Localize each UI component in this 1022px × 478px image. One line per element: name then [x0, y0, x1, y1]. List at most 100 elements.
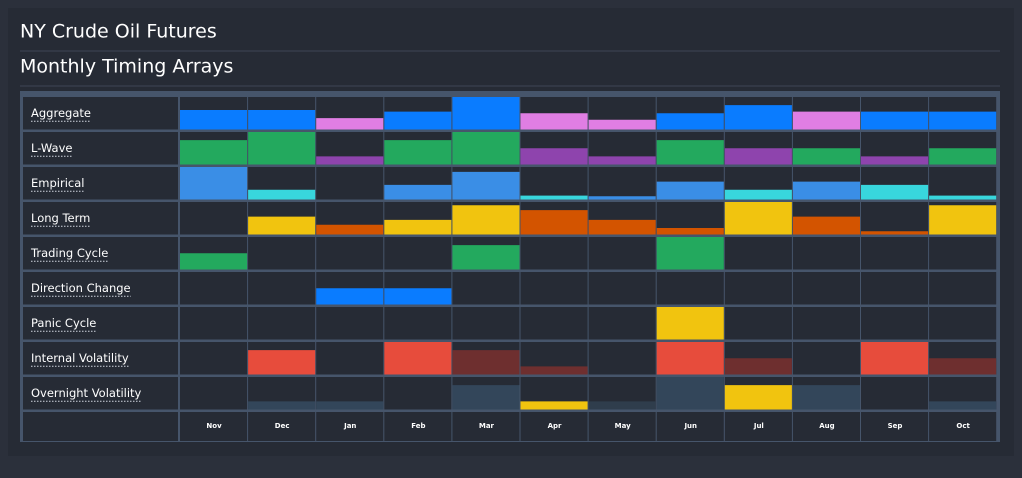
- x-tick-label: Jan: [343, 422, 356, 430]
- cell: [520, 237, 588, 270]
- bar: [861, 156, 929, 165]
- x-tick-label: Nov: [206, 422, 222, 430]
- cell: [248, 237, 316, 270]
- bar: [180, 167, 248, 200]
- cell: [180, 307, 248, 340]
- bar: [588, 196, 656, 200]
- cell: [316, 307, 384, 340]
- row-label: Internal Volatility: [31, 351, 129, 365]
- bar: [180, 110, 248, 130]
- row-label: Direction Change: [31, 281, 131, 295]
- bar: [248, 110, 316, 130]
- bar: [724, 148, 792, 165]
- cell: [929, 272, 997, 305]
- row-label: Overnight Volatility: [31, 386, 142, 400]
- bar: [929, 401, 997, 410]
- cell: [180, 377, 248, 410]
- month-cell: [180, 412, 248, 441]
- bar: [316, 401, 384, 410]
- bar: [384, 140, 452, 165]
- cell: [452, 272, 520, 305]
- row-label-cell: [23, 377, 178, 410]
- bar: [452, 205, 520, 235]
- bar: [792, 216, 860, 235]
- bar: [588, 156, 656, 165]
- bar: [180, 253, 248, 270]
- cell: [180, 342, 248, 375]
- bar: [588, 119, 656, 130]
- bar: [929, 111, 997, 130]
- bar: [588, 401, 656, 410]
- cell: [316, 342, 384, 375]
- x-tick-label: Oct: [956, 422, 970, 430]
- cell: [520, 272, 588, 305]
- cell: [929, 167, 997, 200]
- cell: [588, 342, 656, 375]
- bar: [316, 224, 384, 235]
- bar: [861, 184, 929, 200]
- bar: [929, 358, 997, 375]
- cell: [929, 307, 997, 340]
- month-cell: [588, 412, 656, 441]
- row-label: L-Wave: [31, 141, 72, 155]
- bar: [792, 148, 860, 165]
- x-tick-label: Jul: [753, 422, 764, 430]
- bar: [384, 184, 452, 200]
- bar: [656, 342, 724, 375]
- row-label: Long Term: [31, 211, 90, 225]
- bar: [180, 140, 248, 165]
- bar: [520, 148, 588, 165]
- cell: [384, 237, 452, 270]
- bar: [656, 181, 724, 200]
- row-label: Trading Cycle: [30, 246, 108, 260]
- row-label: Empirical: [31, 176, 84, 190]
- cell: [861, 377, 929, 410]
- cell: [180, 272, 248, 305]
- cell: [588, 237, 656, 270]
- cell: [724, 272, 792, 305]
- bar: [520, 113, 588, 130]
- bar: [452, 350, 520, 375]
- bar: [656, 113, 724, 130]
- month-cell: [384, 412, 452, 441]
- cell: [316, 237, 384, 270]
- bar: [656, 228, 724, 235]
- bar: [792, 181, 860, 200]
- x-tick-label: Apr: [548, 422, 562, 430]
- cell: [792, 272, 860, 305]
- bar: [520, 401, 588, 410]
- month-cell: [520, 412, 588, 441]
- bar: [384, 219, 452, 235]
- bar: [248, 401, 316, 410]
- bar: [384, 342, 452, 375]
- x-tick-label: Aug: [819, 422, 834, 430]
- cell: [180, 202, 248, 235]
- bar: [384, 111, 452, 130]
- cell: [588, 167, 656, 200]
- month-cell: [861, 412, 929, 441]
- cell: [248, 307, 316, 340]
- bar: [452, 385, 520, 410]
- bar: [656, 377, 724, 410]
- month-cell: [452, 412, 520, 441]
- cell: [861, 307, 929, 340]
- bar: [248, 189, 316, 200]
- bar: [316, 288, 384, 305]
- bar: [248, 132, 316, 165]
- bar: [452, 132, 520, 165]
- cell: [792, 342, 860, 375]
- cell: [588, 272, 656, 305]
- bar: [316, 156, 384, 165]
- bar: [656, 140, 724, 165]
- cell: [316, 167, 384, 200]
- bar: [520, 210, 588, 235]
- row-label-cell: [23, 167, 178, 200]
- x-tick-label: May: [615, 422, 631, 430]
- row-label: Aggregate: [31, 106, 91, 120]
- bar: [861, 231, 929, 235]
- bar: [656, 307, 724, 340]
- cell: [520, 307, 588, 340]
- cell: [384, 307, 452, 340]
- bar: [724, 358, 792, 375]
